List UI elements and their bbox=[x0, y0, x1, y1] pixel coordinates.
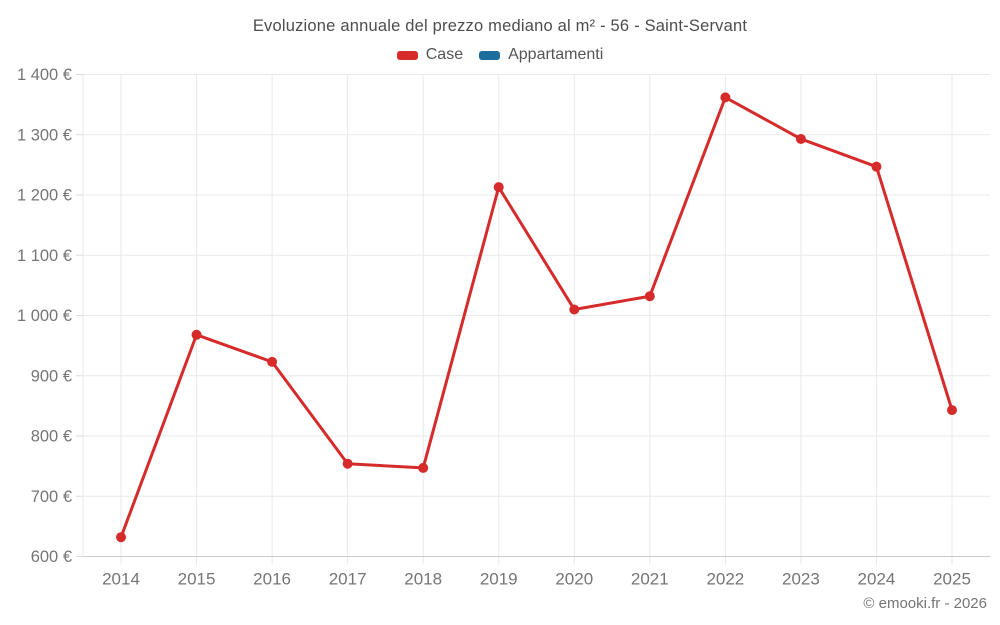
y-axis-label: 800 € bbox=[31, 428, 72, 446]
y-axis-label: 1 400 € bbox=[17, 66, 72, 84]
y-axis-label: 1 200 € bbox=[17, 187, 72, 205]
data-point[interactable] bbox=[191, 329, 202, 340]
data-point[interactable] bbox=[947, 405, 957, 416]
y-axis-label: 1 300 € bbox=[17, 126, 72, 144]
data-point[interactable] bbox=[342, 458, 353, 469]
attribution: © emooki.fr - 2026 bbox=[863, 595, 987, 612]
legend-item-appartamenti[interactable]: Appartamenti bbox=[479, 46, 603, 64]
series-line-case bbox=[119, 95, 954, 539]
x-axis-label: 2017 bbox=[329, 570, 367, 589]
data-point[interactable] bbox=[871, 161, 882, 172]
x-axis-label: 2015 bbox=[178, 570, 216, 589]
data-point[interactable] bbox=[418, 462, 429, 473]
y-axis-label: 1 100 € bbox=[17, 247, 72, 265]
legend: Case Appartamenti bbox=[0, 46, 1000, 64]
y-axis-label: 900 € bbox=[31, 367, 72, 385]
data-point[interactable] bbox=[644, 291, 655, 302]
x-axis-label: 2014 bbox=[102, 570, 140, 589]
y-axis-label: 600 € bbox=[31, 548, 72, 566]
x-axis-label: 2018 bbox=[404, 570, 442, 589]
data-point[interactable] bbox=[720, 92, 731, 103]
y-axis-label: 700 € bbox=[31, 488, 72, 506]
x-axis-label: 2024 bbox=[858, 570, 896, 589]
case-series-swatch-icon bbox=[396, 50, 418, 60]
x-axis-label: 2021 bbox=[631, 570, 669, 589]
legend-label-appartamenti: Appartamenti bbox=[508, 46, 604, 63]
y-axis-label: 1 000 € bbox=[17, 307, 72, 325]
data-point[interactable] bbox=[569, 304, 580, 315]
data-point[interactable] bbox=[795, 133, 806, 144]
x-axis-label: 2016 bbox=[253, 570, 291, 589]
data-point[interactable] bbox=[267, 356, 278, 367]
x-axis-label: 2025 bbox=[933, 570, 971, 589]
data-point[interactable] bbox=[116, 532, 126, 543]
chart-title: Evoluzione annuale del prezzo mediano al… bbox=[252, 17, 748, 35]
data-point[interactable] bbox=[493, 182, 504, 193]
x-axis-label: 2019 bbox=[480, 570, 518, 589]
x-axis-label: 2023 bbox=[782, 570, 820, 589]
appartamenti-series-swatch-icon bbox=[479, 50, 501, 60]
x-axis-label: 2022 bbox=[706, 570, 744, 589]
legend-label-case: Case bbox=[425, 46, 464, 63]
x-axis-label: 2020 bbox=[555, 570, 593, 589]
legend-item-case[interactable]: Case bbox=[396, 46, 464, 64]
